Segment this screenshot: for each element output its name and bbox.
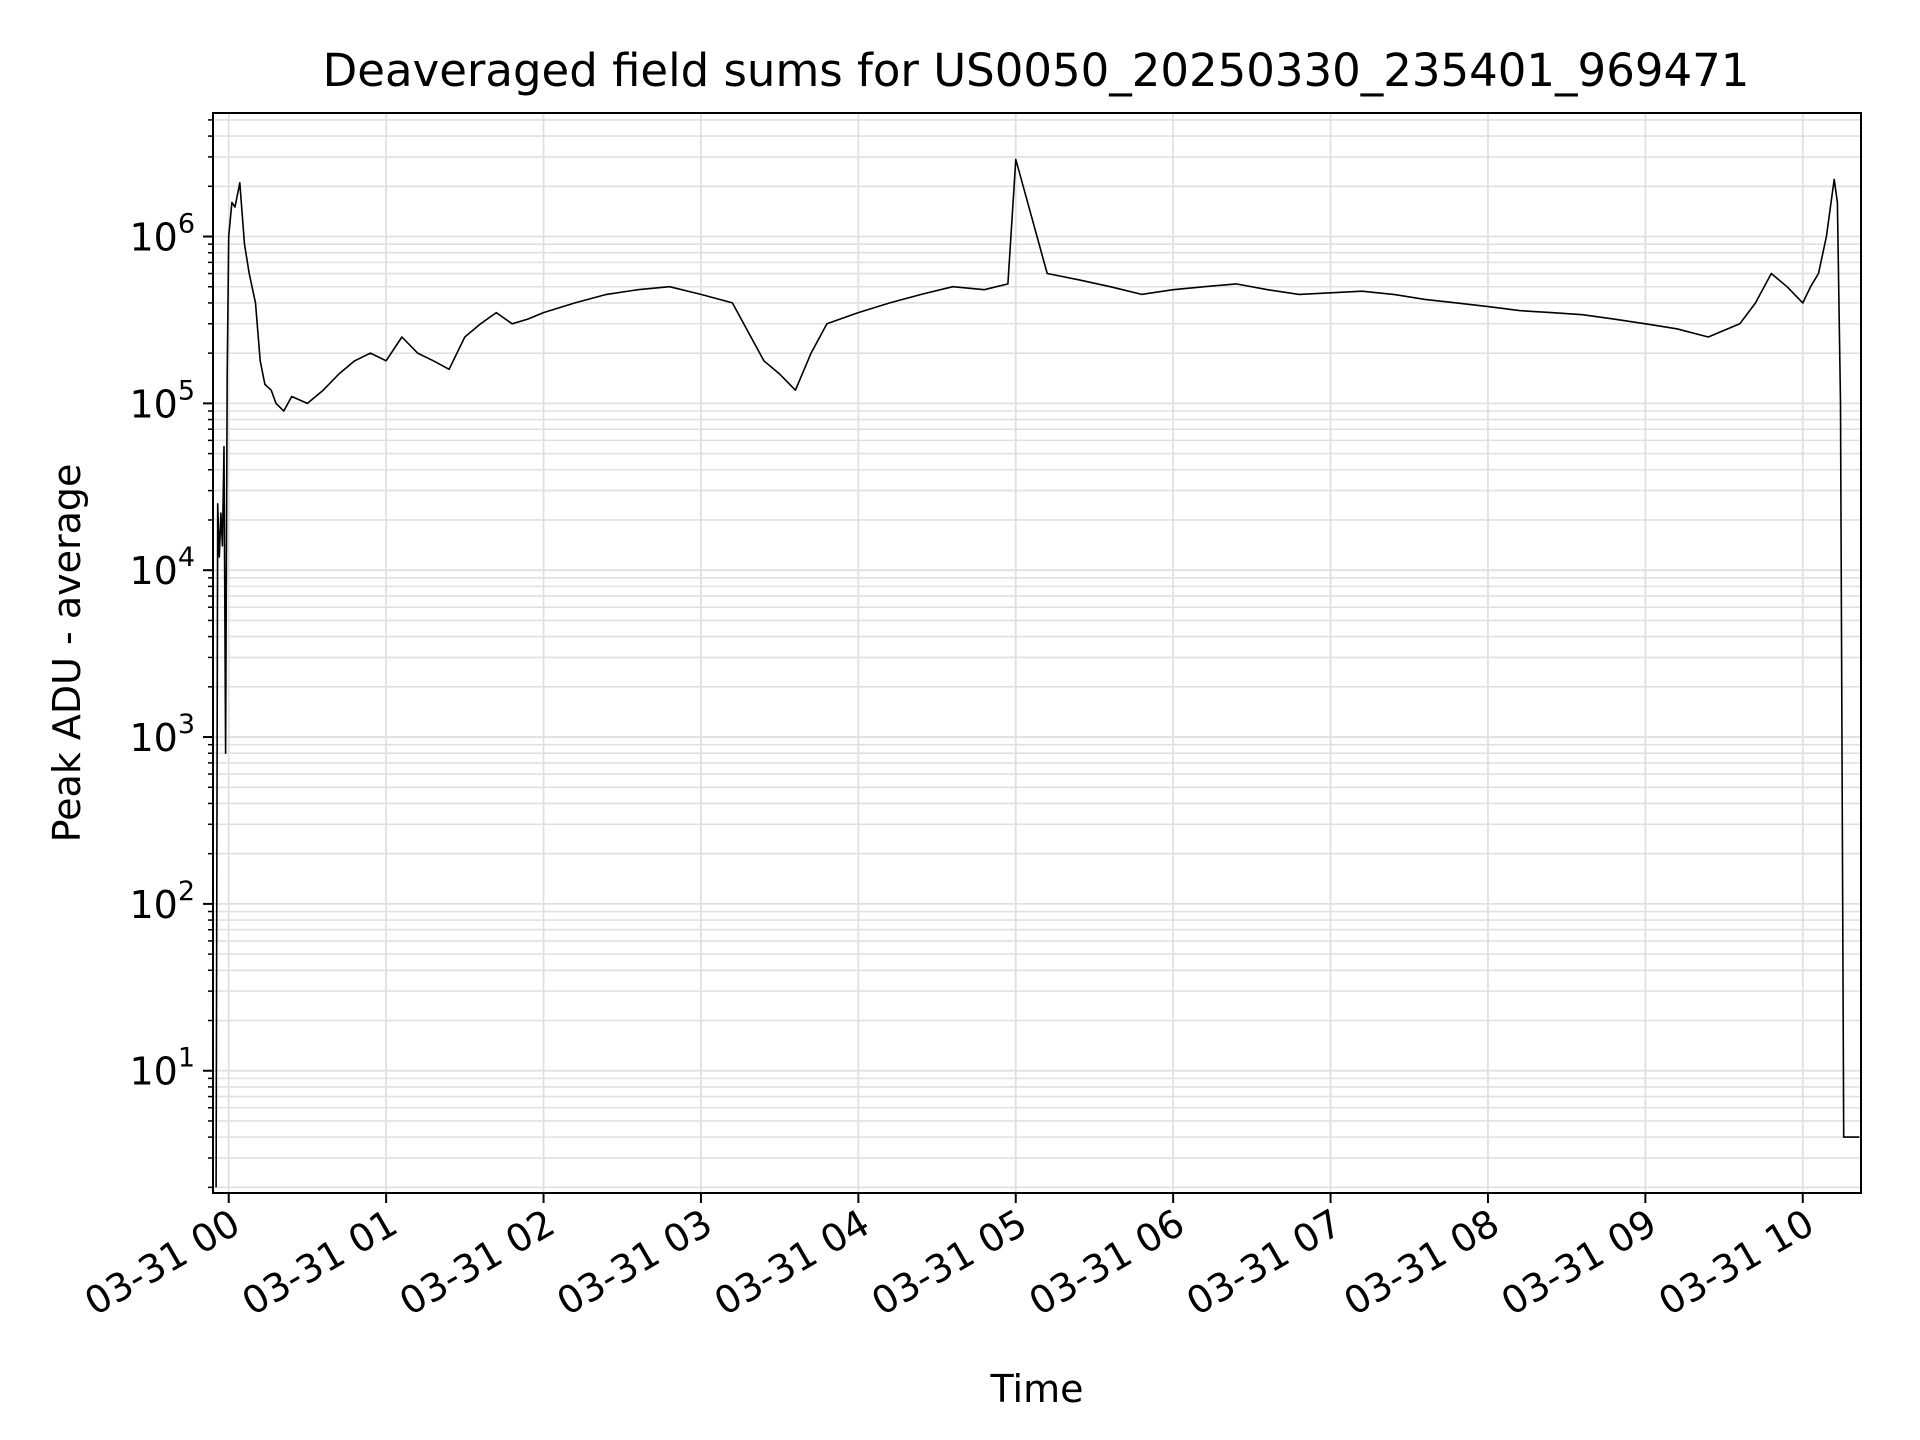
plot-area [212, 112, 1862, 1194]
data-series-line [215, 158, 1860, 1188]
plot-frame [212, 112, 1862, 1194]
y-tick-label: 102 [129, 876, 195, 927]
y-tick-label: 103 [129, 709, 195, 760]
y-tick-label: 105 [129, 375, 195, 426]
y-tick-label: 101 [129, 1043, 195, 1094]
plot-background [213, 113, 1861, 1193]
y-axis-label: Peak ADU - average [45, 464, 89, 843]
y-tick-label: 104 [129, 542, 195, 593]
y-tick-label: 106 [129, 209, 195, 260]
y-axis: 101 102 103 104 105 106 [129, 119, 213, 1189]
grid [213, 113, 1861, 1193]
chart-title: Deaveraged field sums for US0050_2025033… [323, 44, 1750, 97]
x-axis-label: Time [990, 1367, 1084, 1411]
